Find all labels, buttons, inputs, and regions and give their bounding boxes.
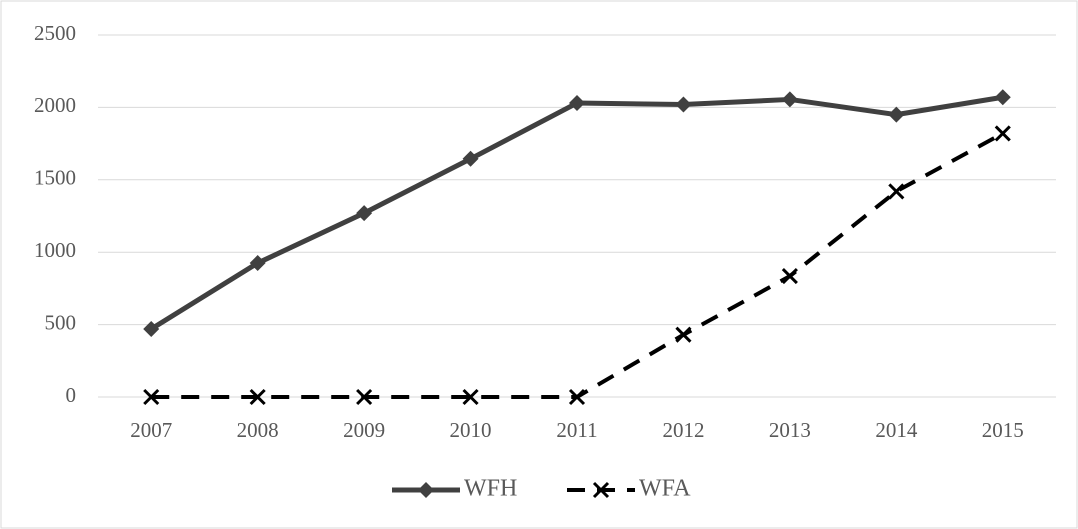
- legend-label: WFH: [464, 476, 517, 502]
- data-point: [781, 91, 798, 108]
- x-tick-label: 2012: [662, 418, 704, 442]
- data-point: [462, 388, 479, 406]
- data-point: [569, 95, 585, 112]
- legend-marker: [418, 482, 434, 498]
- data-point: [781, 268, 798, 285]
- data-point: [143, 388, 160, 406]
- x-tick-label: 2011: [556, 418, 597, 442]
- x-tick-label: 2014: [875, 418, 918, 442]
- data-point: [356, 205, 373, 222]
- x-tick-label: 2015: [982, 418, 1024, 442]
- data-point: [143, 320, 160, 337]
- x-tick-label: 2008: [237, 418, 279, 442]
- data-point: [568, 388, 586, 406]
- y-tick-label: 1500: [34, 166, 76, 190]
- x-tick-label: 2007: [130, 418, 172, 442]
- data-point: [249, 255, 266, 272]
- data-point: [994, 89, 1011, 106]
- x-tick-label: 2009: [343, 418, 385, 442]
- data-point: [356, 388, 373, 406]
- data-point: [462, 150, 479, 167]
- data-point: [994, 125, 1011, 142]
- data-point: [675, 96, 692, 113]
- y-tick-label: 2500: [34, 21, 76, 45]
- legend-marker: [592, 481, 610, 499]
- x-tick-label: 2010: [450, 418, 492, 442]
- y-tick-label: 2000: [34, 93, 76, 117]
- y-tick-label: 0: [66, 383, 77, 407]
- x-tick-label: 2013: [769, 418, 811, 442]
- y-tick-label: 1000: [34, 238, 76, 262]
- data-point: [249, 388, 266, 406]
- legend-label: WFA: [639, 476, 691, 502]
- data-point: [888, 106, 905, 123]
- data-point: [675, 326, 692, 343]
- y-tick-label: 500: [45, 310, 77, 334]
- data-point: [888, 183, 905, 200]
